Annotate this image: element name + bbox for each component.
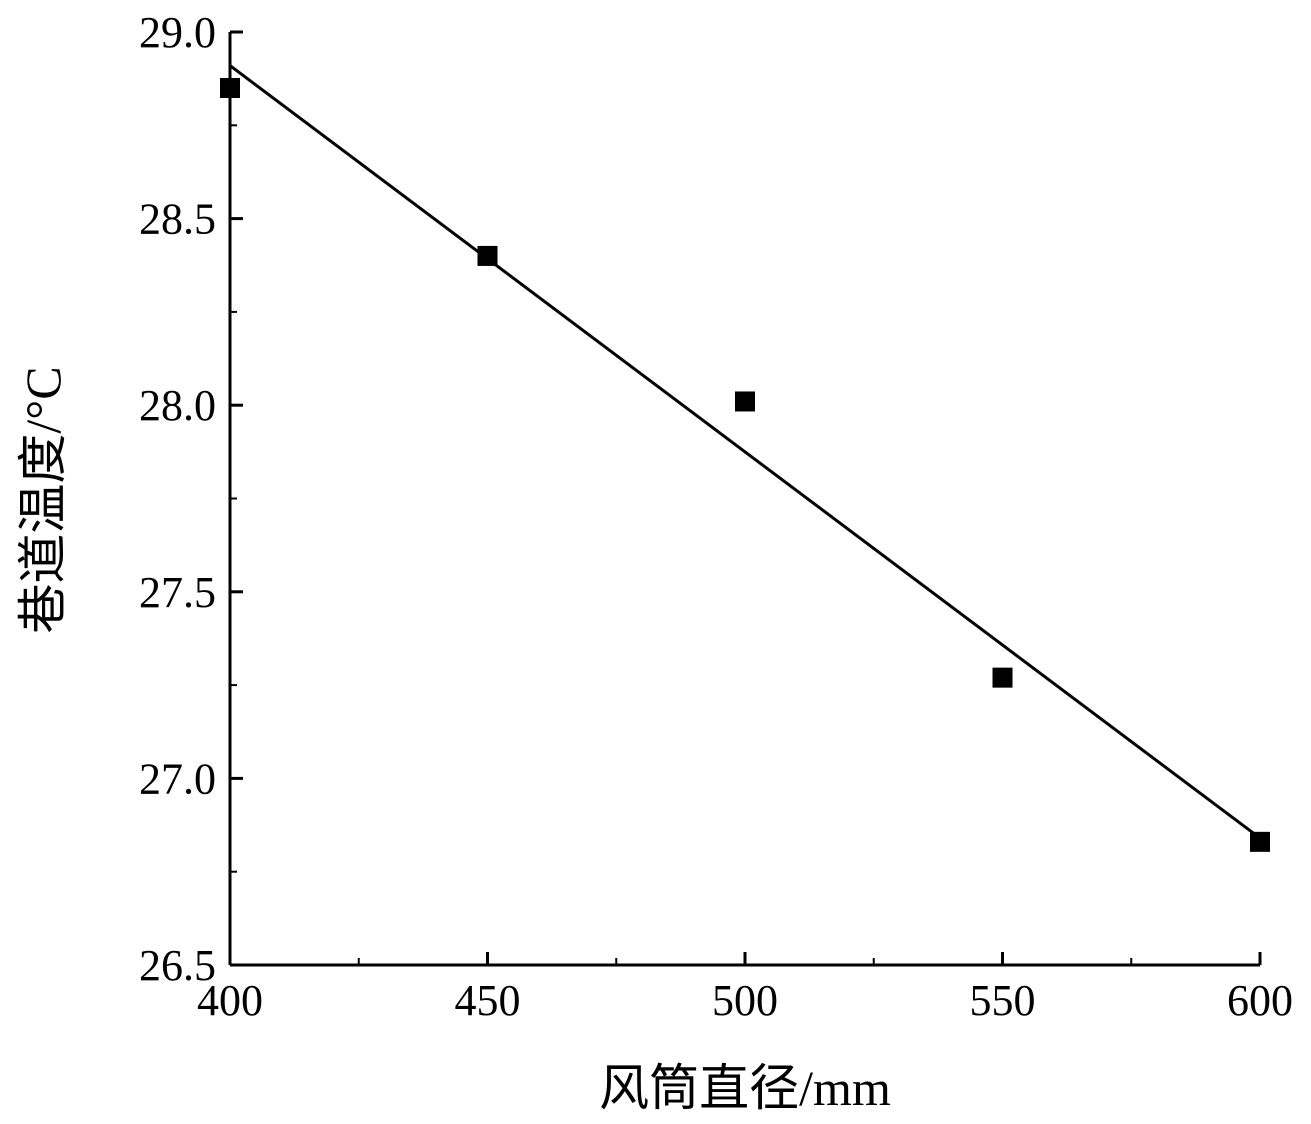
- y-tick-label: 26.5: [139, 941, 216, 990]
- fit-line-layer: [229, 64, 1261, 840]
- data-points: [220, 77, 1270, 852]
- x-tick-label: 450: [455, 976, 521, 1025]
- ticks: [228, 30, 1262, 967]
- y-tick-label: 28.5: [139, 195, 216, 244]
- axes: [228, 32, 1260, 967]
- x-axis-title: 风筒直径/mm: [599, 1060, 891, 1116]
- tick-labels: 400 450 500 550 600 26.5 27.0 27.5 28.0 28.5 29.0: [139, 8, 1293, 1025]
- y-tick-label: 29.0: [139, 8, 216, 57]
- x-tick-label: 500: [712, 976, 778, 1025]
- linear-fit-line: [229, 64, 1261, 840]
- data-point: [992, 667, 1013, 688]
- y-axis-title: 巷道温度/°C: [15, 366, 71, 633]
- data-point: [735, 391, 755, 412]
- x-tick-label: 550: [970, 976, 1036, 1025]
- data-point: [220, 77, 240, 98]
- data-point: [1250, 831, 1270, 852]
- data-point: [477, 245, 498, 266]
- x-tick-label: 600: [1227, 976, 1293, 1025]
- x-tick-label: 400: [197, 976, 263, 1025]
- y-tick-label: 28.0: [139, 381, 216, 430]
- y-tick-label: 27.0: [139, 754, 216, 803]
- y-tick-label: 27.5: [139, 568, 216, 617]
